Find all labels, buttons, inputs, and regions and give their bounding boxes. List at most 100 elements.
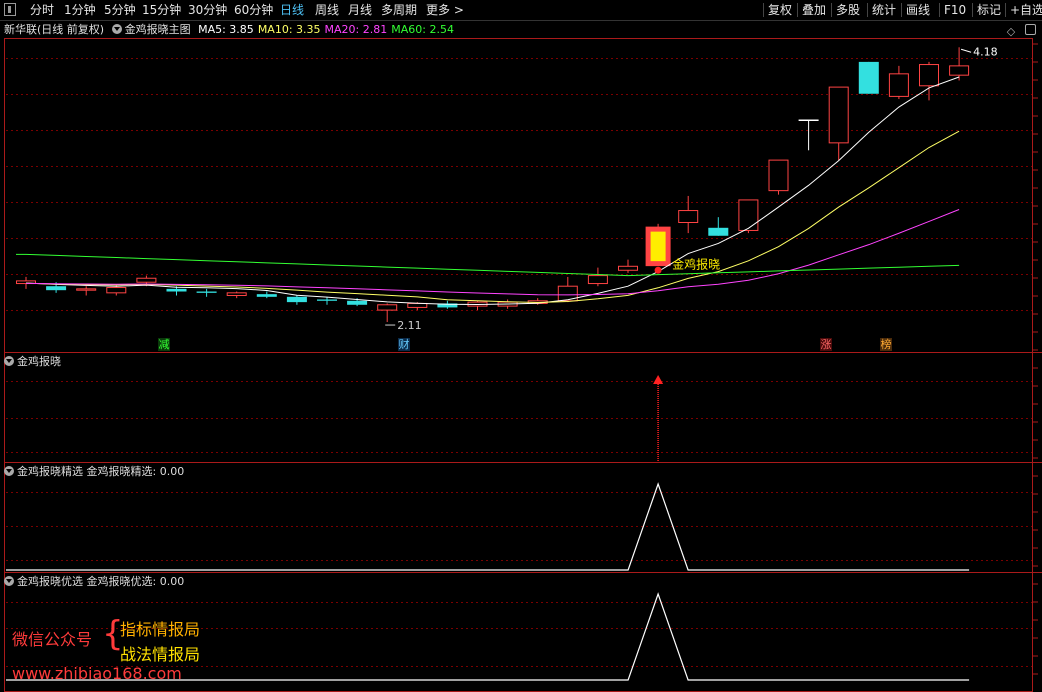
tool-button-4[interactable]: 画线: [906, 3, 931, 17]
toolbar-separator: [939, 3, 940, 17]
signal-candle: [645, 226, 671, 267]
ma-values: MA5: 3.85 MA10: 3.35 MA20: 2.81 MA60: 2.54: [194, 23, 454, 36]
panel-3-title: 金鸡报晓优选: [17, 575, 83, 588]
candle-body: [858, 61, 879, 94]
panel-2-value: 金鸡报晓精选: 0.00: [86, 465, 185, 478]
candle-body: [618, 265, 638, 271]
indicator-name[interactable]: 金鸡报晓主图: [124, 23, 191, 36]
chart-corner-controls: ◇: [1007, 24, 1036, 38]
watermark-line-2: 战法情报局: [120, 645, 201, 664]
watermark-site: www.zhibiao168.com: [12, 664, 182, 683]
watermark-line-1: 指标情报局: [120, 620, 201, 639]
watermark-brace: {: [102, 614, 124, 654]
candle-body: [437, 303, 458, 308]
panel-1-title: 金鸡报晓: [17, 355, 61, 368]
event-tag-0[interactable]: 减: [158, 338, 170, 351]
candle-body: [317, 299, 337, 301]
panel-toggle-icon[interactable]: [4, 3, 16, 16]
window-icon[interactable]: [1025, 24, 1036, 35]
candle-body: [347, 300, 368, 305]
panel-1-toggle-icon[interactable]: [4, 356, 14, 366]
toolbar-separator: [1005, 3, 1006, 17]
tool-button-2[interactable]: 多股: [836, 3, 861, 17]
candle-body: [76, 288, 97, 291]
low-price-label: 2.11: [397, 319, 422, 332]
tool-button-3[interactable]: 统计: [872, 3, 897, 17]
candle-body: [407, 302, 428, 308]
candle-body: [708, 227, 729, 236]
tool-button-0[interactable]: 复权: [768, 3, 793, 17]
watermark-wechat-label: 微信公众号: [12, 630, 93, 649]
candle-body: [196, 291, 217, 293]
panel-2-title: 金鸡报晓精选: [17, 465, 83, 478]
candle-body: [166, 288, 187, 292]
candle-body: [377, 304, 398, 311]
tab-8[interactable]: 月线: [348, 3, 373, 17]
toolbar-separator: [972, 3, 973, 17]
candle-body: [557, 285, 578, 302]
tab-6[interactable]: 日线: [280, 3, 305, 17]
candle-body: [16, 280, 36, 285]
tool-button-7[interactable]: +自选: [1010, 3, 1042, 17]
ma-value-2: MA20: 2.81: [324, 23, 388, 36]
tab-2[interactable]: 5分钟: [104, 3, 136, 17]
tab-10[interactable]: 更多 >: [426, 3, 464, 17]
tab-1[interactable]: 1分钟: [64, 3, 96, 17]
high-arrow: [960, 48, 972, 53]
candle-body: [286, 296, 307, 303]
signal-dot: [654, 266, 662, 274]
panel-1-header: 金鸡报晓: [4, 354, 61, 370]
chart-frame: [4, 38, 1033, 692]
candle-body: [497, 301, 518, 307]
candle-body: [467, 301, 488, 307]
stock-name[interactable]: 新华联(日线 前复权): [4, 23, 105, 36]
panel-3-value: 金鸡报晓优选: 0.00: [86, 575, 185, 588]
tool-button-6[interactable]: 标记: [977, 3, 1002, 17]
event-tag-2[interactable]: 涨: [820, 338, 832, 351]
toolbar-separator: [867, 3, 868, 17]
candle-body: [256, 294, 277, 297]
main-chart-header: 新华联(日线 前复权) 金鸡报晓主图 MA5: 3.85 MA10: 3.35 MA…: [4, 22, 454, 38]
ma60-line: [16, 253, 960, 277]
toolbar-separator: [797, 3, 798, 17]
candle-body: [888, 73, 909, 97]
spike-line-2: [6, 482, 970, 571]
tab-9[interactable]: 多周期: [381, 3, 418, 17]
tab-4[interactable]: 30分钟: [188, 3, 228, 17]
candle-body: [527, 300, 548, 304]
toolbar-separator: [901, 3, 902, 17]
tool-button-5[interactable]: F10: [944, 3, 967, 17]
panel-3-header: 金鸡报晓优选 金鸡报晓优选: 0.00: [4, 574, 184, 590]
high-price-label: 4.18: [973, 45, 998, 58]
panel-2-header: 金鸡报晓精选 金鸡报晓精选: 0.00: [4, 464, 184, 480]
event-tag-3[interactable]: 榜: [880, 338, 892, 351]
panel-2-toggle-icon[interactable]: [4, 466, 14, 476]
panel-3-toggle-icon[interactable]: [4, 576, 14, 586]
candle-body: [768, 159, 789, 192]
tab-7[interactable]: 周线: [315, 3, 340, 17]
candle-body: [738, 199, 759, 231]
candle-body: [949, 65, 970, 76]
event-tag-1[interactable]: 财: [398, 338, 410, 351]
ma5-line: [25, 76, 960, 306]
candle-body: [106, 287, 127, 294]
indicator-dropdown-icon[interactable]: [111, 24, 122, 34]
candle-body: [136, 277, 157, 283]
candle-body: [919, 64, 939, 87]
tool-button-1[interactable]: 叠加: [802, 3, 827, 17]
ma20-line: [25, 209, 960, 296]
toolbar-separator: [763, 3, 764, 17]
ma-value-1: MA10: 3.35: [257, 23, 321, 36]
candle-body: [46, 286, 67, 291]
tab-0[interactable]: 分时: [30, 3, 55, 17]
tab-5[interactable]: 60分钟: [234, 3, 274, 17]
ma10-line: [25, 130, 960, 304]
tab-3[interactable]: 15分钟: [142, 3, 182, 17]
diamond-icon[interactable]: ◇: [1006, 25, 1016, 38]
signal-arrow-head: [653, 375, 664, 384]
period-toolbar: 分时 1分钟 5分钟 15分钟 30分钟 60分钟 日线 周线 月线 多周期 更多 > 复权 叠加 多股…: [0, 0, 1042, 21]
toolbar-separator: [831, 3, 832, 17]
candle-body: [226, 292, 247, 296]
candle-body: [678, 210, 699, 223]
candle-body: [587, 275, 608, 285]
